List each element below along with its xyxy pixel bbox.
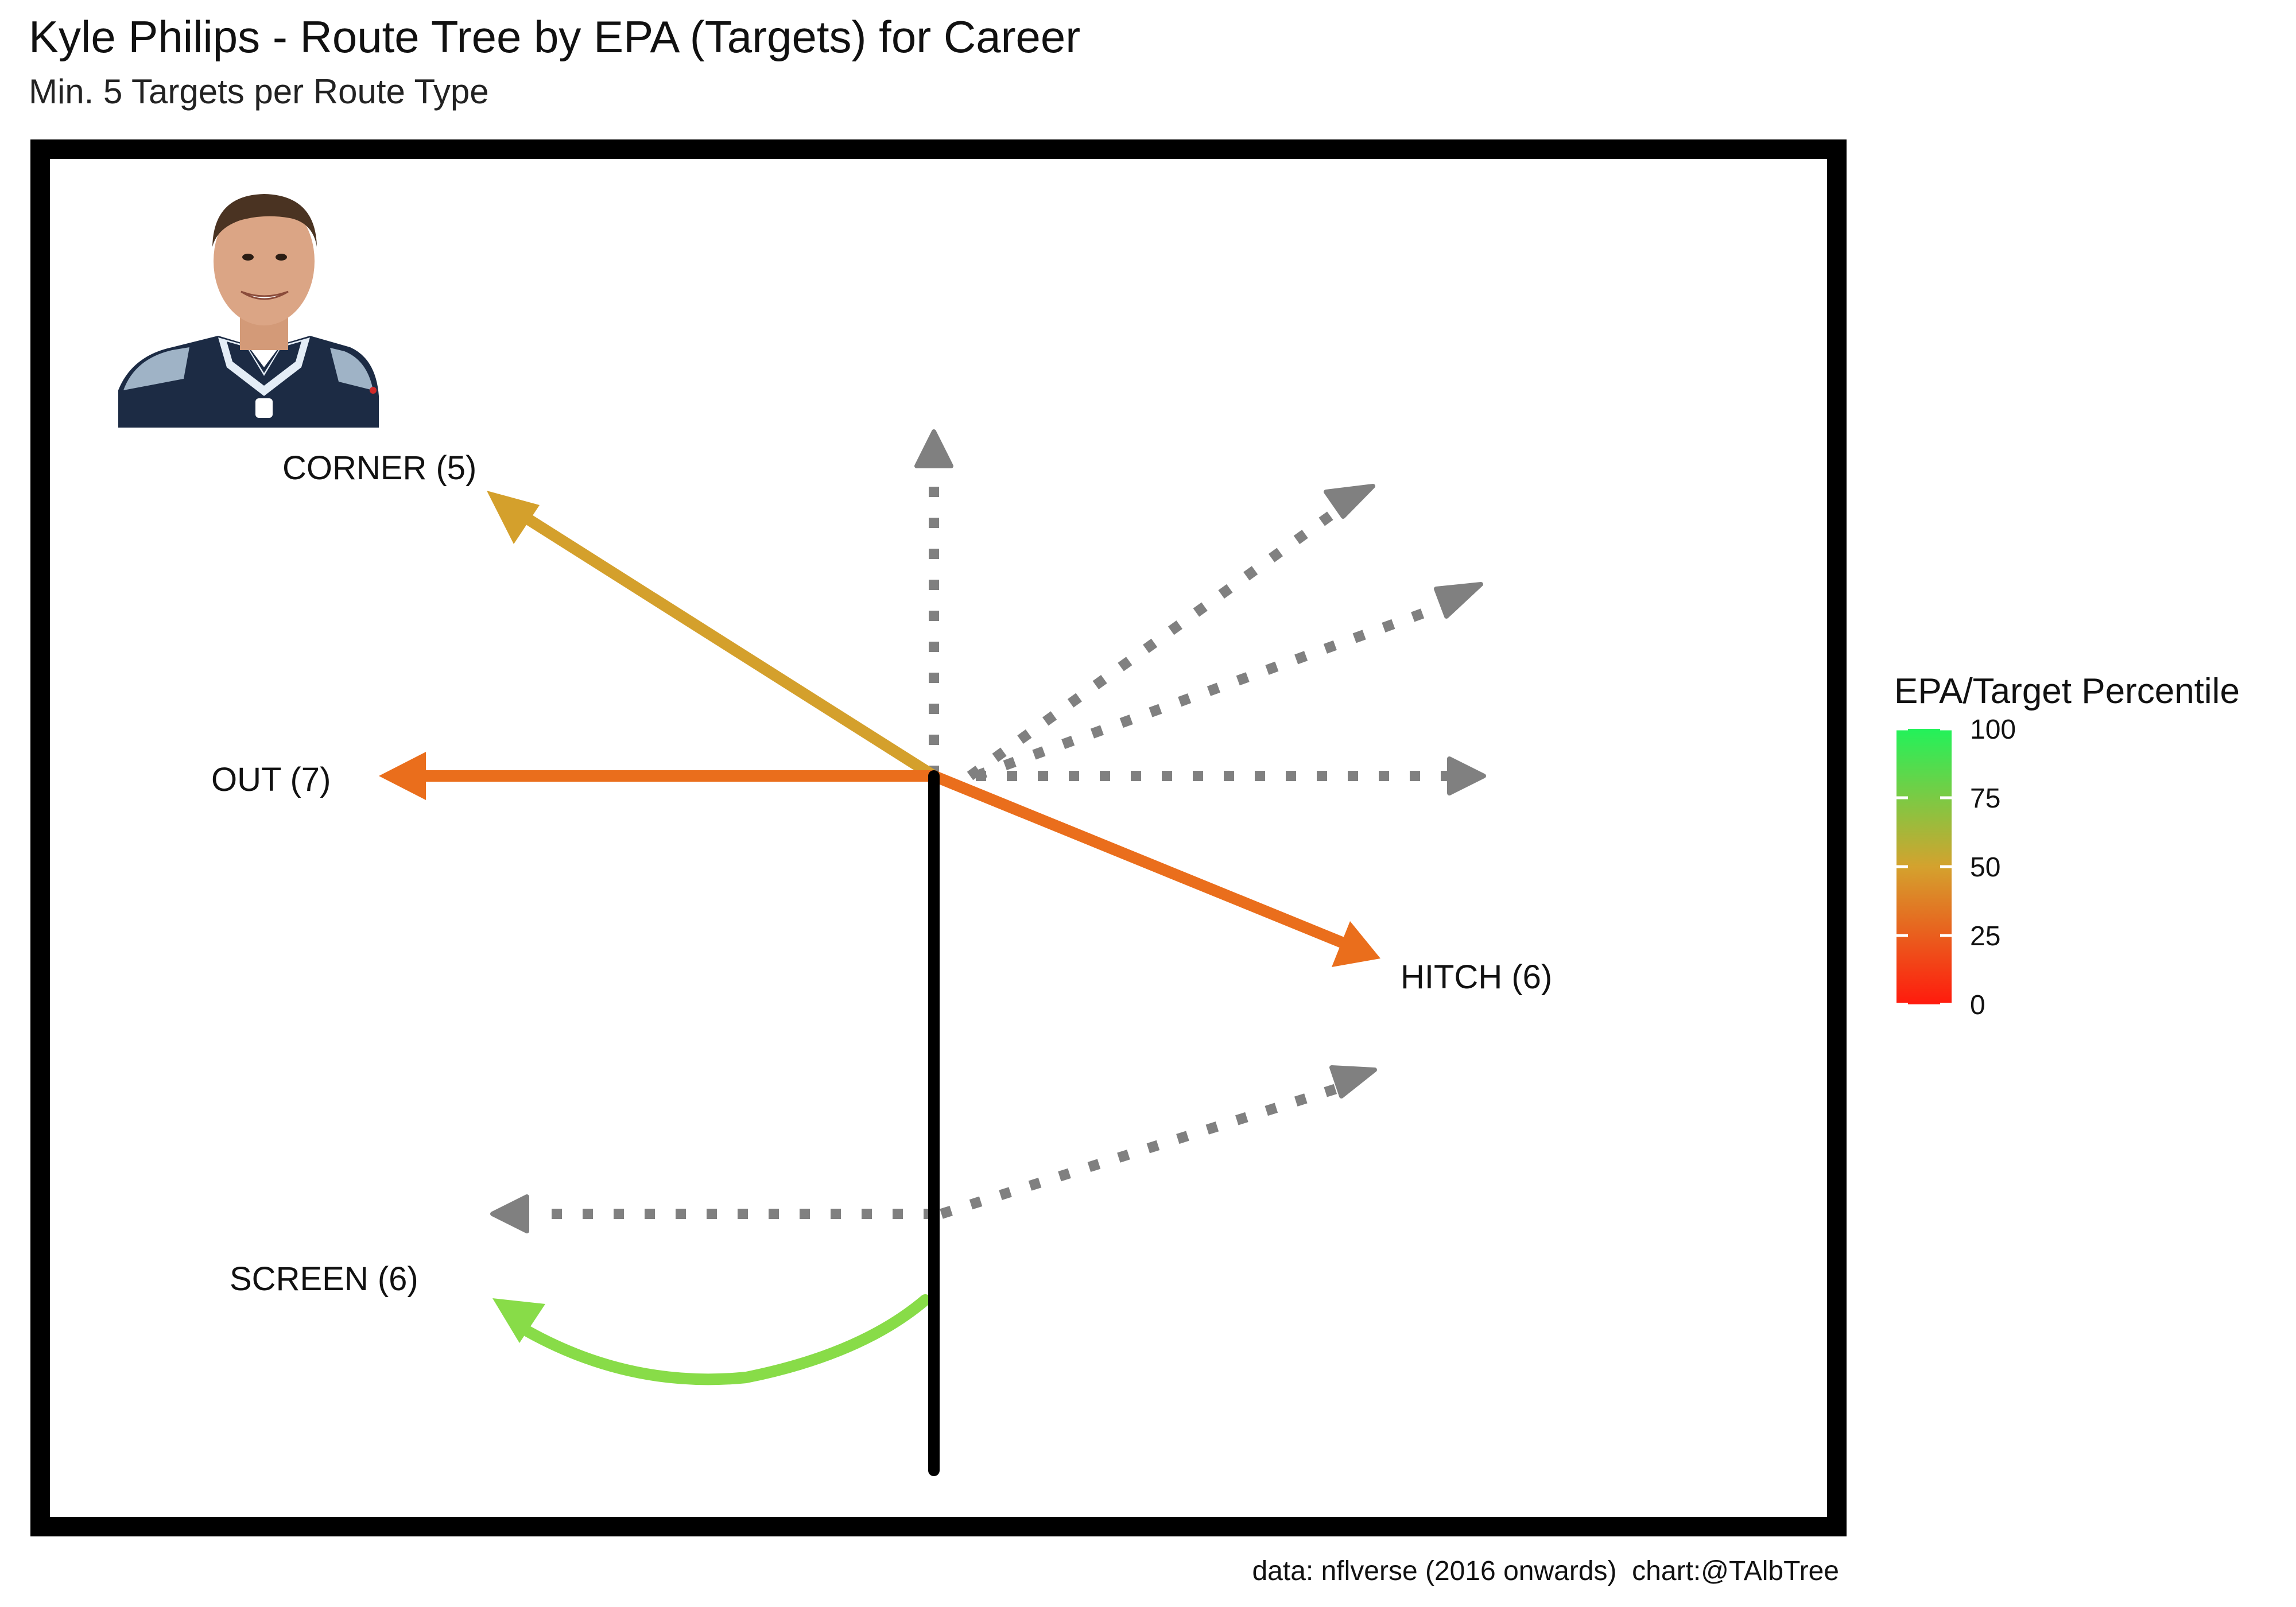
route-label-screen: SCREEN (6) bbox=[230, 1260, 418, 1298]
legend-title: EPA/Target Percentile bbox=[1894, 671, 2240, 711]
route-screen-curve bbox=[522, 1294, 931, 1385]
route-corner-line bbox=[514, 508, 940, 782]
route-out-arrowhead bbox=[379, 752, 426, 800]
legend-tick-100: 100 bbox=[1970, 715, 2016, 745]
route-label-hitch: HITCH (6) bbox=[1401, 958, 1552, 996]
route-cross-arrowhead bbox=[1329, 1065, 1377, 1098]
legend-tick-50: 50 bbox=[1970, 852, 2000, 883]
colored-routes bbox=[419, 508, 1352, 1385]
route-post-arrowhead bbox=[1324, 484, 1375, 519]
legend-ticks bbox=[1896, 727, 1952, 1006]
player-headshot bbox=[118, 194, 379, 428]
chart-caption: data: nflverse (2016 onwards) chart:@TAl… bbox=[1252, 1556, 1839, 1586]
chart-title: Kyle Philips - Route Tree by EPA (Target… bbox=[29, 11, 1081, 62]
route-flat-arrowhead bbox=[490, 1194, 529, 1233]
legend-tick-75: 75 bbox=[1970, 783, 2000, 814]
legend-tick-25: 25 bbox=[1970, 921, 2000, 952]
colored-arrowheads bbox=[379, 491, 1380, 1343]
chart-subtitle: Min. 5 Targets per Route Type bbox=[29, 72, 489, 111]
route-go-arrowhead bbox=[914, 429, 953, 468]
legend: EPA/Target Percentile 0 25 50 75 100 bbox=[1894, 671, 2240, 1020]
route-hitch-line bbox=[928, 770, 1352, 950]
route-label-corner: CORNER (5) bbox=[282, 449, 476, 487]
placeholder-routes bbox=[545, 459, 1455, 1219]
route-corner-arrowhead bbox=[487, 491, 540, 544]
route-label-out: OUT (7) bbox=[211, 761, 331, 798]
route-hitch-arrowhead bbox=[1332, 921, 1380, 967]
route-deep-slant-arrowhead bbox=[1434, 582, 1483, 619]
route-screen-arrowhead bbox=[492, 1298, 545, 1343]
route-cross-line bbox=[940, 1080, 1351, 1219]
legend-tick-0: 0 bbox=[1970, 990, 1985, 1020]
placeholder-arrowheads bbox=[490, 429, 1486, 1233]
route-deep-slant-line bbox=[974, 597, 1455, 781]
route-in-arrowhead bbox=[1447, 756, 1486, 795]
